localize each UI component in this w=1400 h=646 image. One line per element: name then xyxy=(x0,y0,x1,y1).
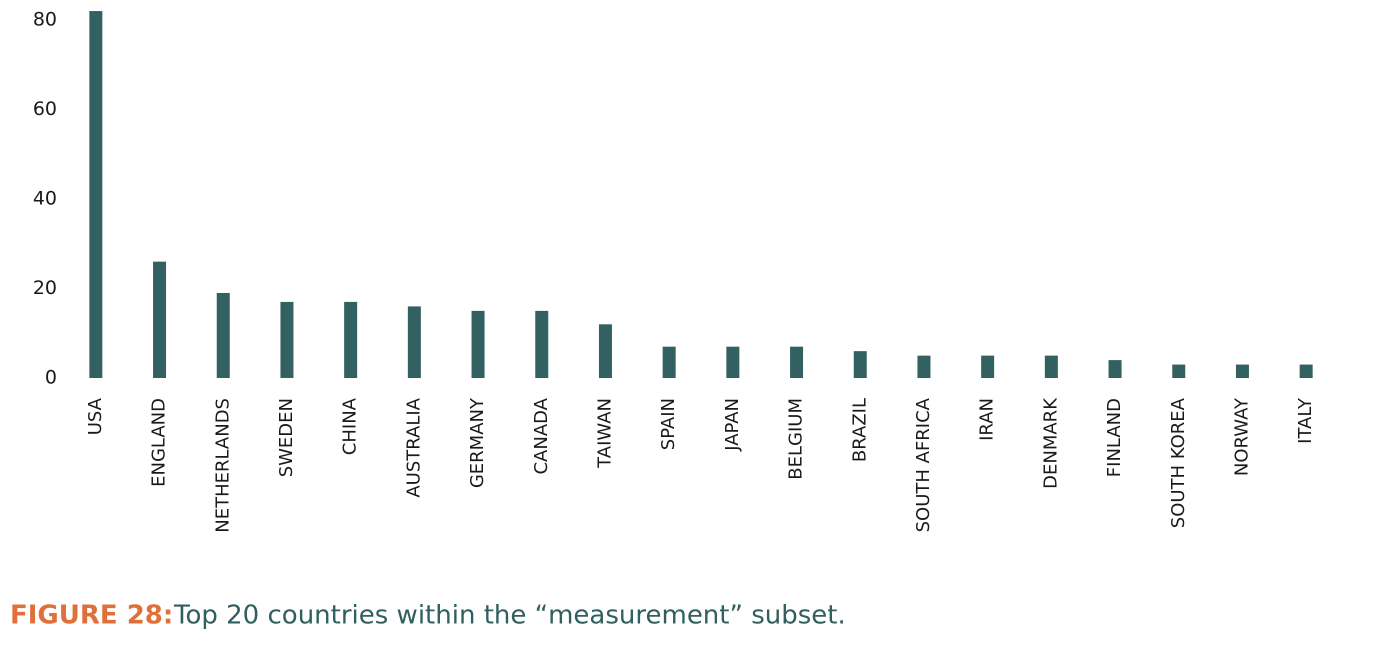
x-tick-label: SPAIN xyxy=(658,398,679,450)
bar xyxy=(790,346,804,378)
bar xyxy=(598,324,612,378)
x-tick-label: NORWAY xyxy=(1231,397,1252,476)
x-tick-label: JAPAN xyxy=(722,398,743,452)
bar xyxy=(1172,364,1186,378)
y-tick-label: 60 xyxy=(33,98,57,120)
caption-label: FIGURE 28: xyxy=(10,601,173,631)
x-tick-label: USA xyxy=(85,397,106,435)
bar xyxy=(917,355,931,378)
x-tick-label: AUSTRALIA xyxy=(403,397,424,497)
bar xyxy=(280,301,294,378)
bar xyxy=(153,261,167,378)
caption: Top 20 countries within the “measurement… xyxy=(173,601,846,631)
x-tick-label: SWEDEN xyxy=(276,398,297,477)
bar xyxy=(1108,360,1122,378)
x-tick-label: BRAZIL xyxy=(849,398,870,462)
x-tick-label: TAIWAN xyxy=(594,398,615,469)
bar xyxy=(535,310,549,378)
x-tick-label: SOUTH KOREA xyxy=(1168,397,1189,528)
x-tick-label: CHINA xyxy=(340,397,361,455)
bar xyxy=(981,355,995,378)
x-tick-label: BELGIUM xyxy=(786,398,807,480)
y-tick-label: 40 xyxy=(33,188,57,210)
bar xyxy=(216,292,230,378)
bar xyxy=(1299,364,1313,378)
bar xyxy=(662,346,676,378)
x-tick-label: ITALY xyxy=(1295,397,1316,444)
bar xyxy=(89,11,103,379)
y-tick-label: 80 xyxy=(33,9,57,31)
bar xyxy=(1044,355,1058,378)
bar xyxy=(344,301,358,378)
y-tick-label: 0 xyxy=(45,367,57,389)
x-tick-label: SOUTH AFRICA xyxy=(913,397,934,532)
x-tick-label: FINLAND xyxy=(1104,398,1125,477)
bar xyxy=(726,346,740,378)
bar xyxy=(407,306,421,378)
x-tick-label: IRAN xyxy=(977,398,998,441)
x-tick-label: CANADA xyxy=(531,397,552,474)
x-tick-label: ENGLAND xyxy=(149,398,170,487)
bar xyxy=(471,310,485,378)
y-tick-label: 20 xyxy=(33,277,57,299)
bar xyxy=(853,351,867,378)
x-tick-label: DENMARK xyxy=(1040,397,1061,489)
bar xyxy=(1235,364,1249,378)
x-tick-label: NETHERLANDS xyxy=(212,398,233,533)
x-tick-label: GERMANY xyxy=(467,397,488,488)
